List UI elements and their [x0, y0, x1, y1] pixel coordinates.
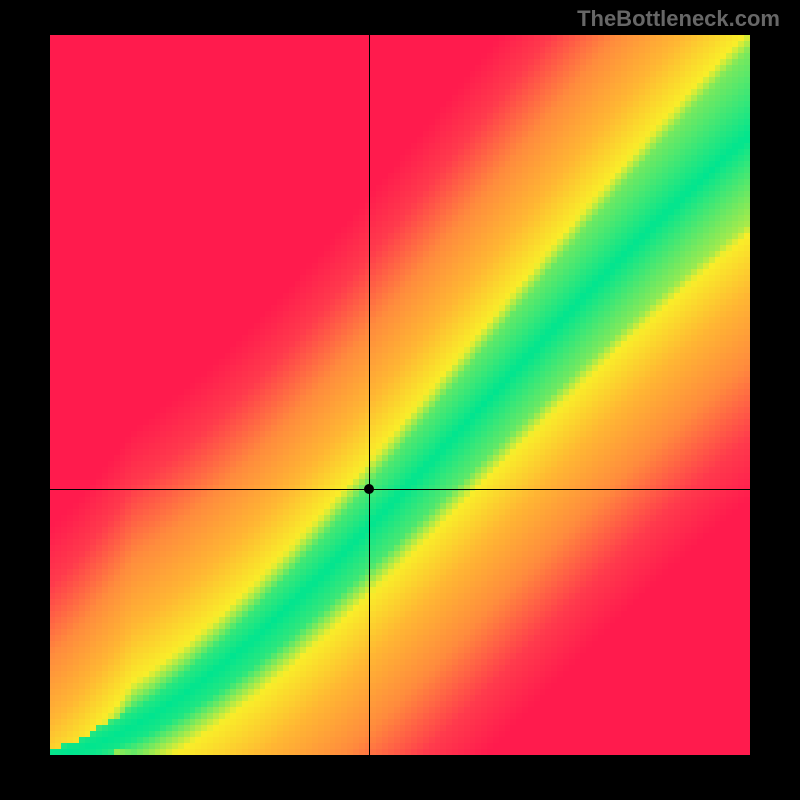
watermark-text: TheBottleneck.com	[577, 6, 780, 32]
crosshair-horizontal	[50, 489, 750, 490]
heatmap-plot	[50, 35, 750, 755]
crosshair-vertical	[369, 35, 370, 755]
crosshair-marker	[364, 484, 374, 494]
heatmap-canvas	[50, 35, 750, 755]
